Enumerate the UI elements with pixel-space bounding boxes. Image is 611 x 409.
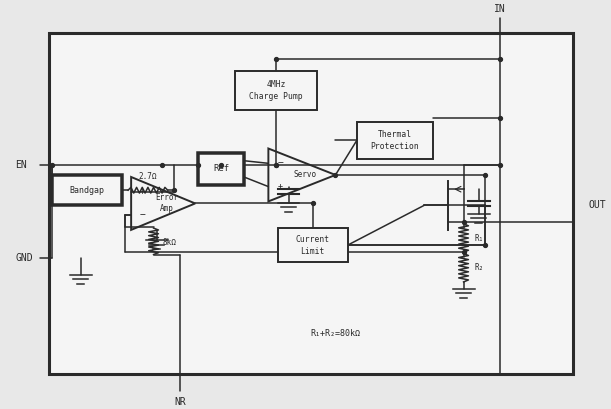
Text: GND: GND (15, 253, 33, 263)
Text: Current
Limit: Current Limit (296, 235, 330, 256)
Bar (198, 153, 244, 185)
Text: 4MHz
Charge Pump: 4MHz Charge Pump (249, 80, 303, 101)
Text: IN: IN (494, 4, 506, 14)
Text: +: + (140, 187, 145, 196)
Text: OUT: OUT (588, 200, 606, 211)
Text: R₂: R₂ (475, 263, 484, 272)
Text: −: − (140, 210, 145, 220)
Text: +: + (278, 182, 283, 191)
Text: −: − (277, 158, 284, 169)
Text: EN: EN (15, 160, 27, 170)
Text: 8kΩ: 8kΩ (163, 238, 177, 247)
Text: Bandgap: Bandgap (70, 186, 104, 195)
Bar (235, 71, 317, 110)
Text: NR: NR (174, 397, 186, 407)
Text: R₁: R₁ (475, 234, 484, 243)
Text: Thermal
Protection: Thermal Protection (370, 130, 419, 151)
Bar (277, 228, 348, 263)
Text: Servo: Servo (294, 171, 317, 180)
Text: Error
Amp: Error Amp (155, 193, 178, 213)
Bar (357, 122, 433, 159)
Bar (52, 175, 122, 205)
Text: 2.7Ω: 2.7Ω (139, 172, 157, 181)
Text: Ref: Ref (213, 164, 229, 173)
Bar (49, 33, 573, 374)
Text: R₁+R₂=80kΩ: R₁+R₂=80kΩ (310, 329, 360, 338)
